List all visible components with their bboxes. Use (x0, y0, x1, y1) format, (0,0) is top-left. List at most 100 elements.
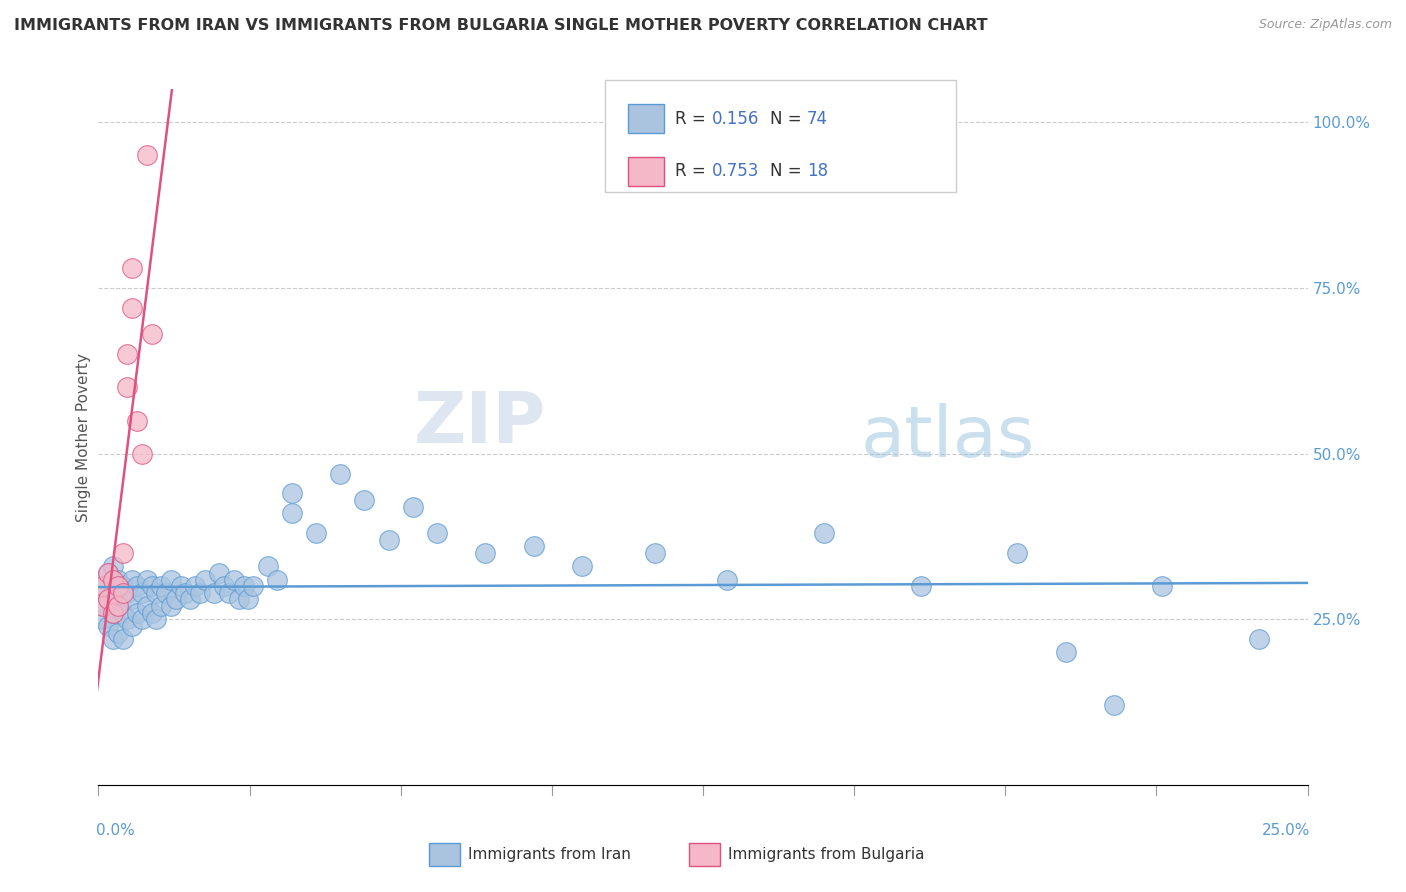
Text: R =: R = (675, 110, 711, 128)
Y-axis label: Single Mother Poverty: Single Mother Poverty (76, 352, 91, 522)
Point (188, 586, 211, 600)
Point (131, 447, 153, 461)
Point (107, 579, 129, 593)
Point (101, 573, 124, 587)
Point (145, 612, 167, 626)
Point (101, 606, 124, 620)
Point (107, 599, 129, 613)
Point (111, 546, 134, 560)
Point (281, 506, 304, 520)
Point (121, 573, 143, 587)
Text: 0.156: 0.156 (711, 110, 759, 128)
Point (91, 599, 114, 613)
Point (131, 612, 153, 626)
Point (1054, 645, 1077, 659)
Point (121, 592, 143, 607)
Point (218, 586, 240, 600)
Point (135, 148, 157, 162)
Text: 0.0%: 0.0% (96, 823, 135, 838)
Point (141, 579, 163, 593)
Point (194, 573, 217, 587)
Text: atlas: atlas (860, 402, 1035, 472)
Point (1102, 698, 1125, 713)
Point (155, 586, 177, 600)
Point (426, 526, 449, 541)
Point (127, 579, 149, 593)
Point (121, 619, 143, 633)
Point (184, 579, 207, 593)
Point (97, 592, 120, 607)
Point (97, 566, 120, 580)
Text: R =: R = (675, 162, 711, 180)
Point (145, 586, 167, 600)
Point (111, 606, 134, 620)
Text: 25.0%: 25.0% (1261, 823, 1310, 838)
Point (91, 599, 114, 613)
Point (101, 632, 124, 647)
Point (141, 327, 163, 342)
Point (97, 566, 120, 580)
Point (1152, 579, 1174, 593)
Point (160, 599, 183, 613)
Point (150, 579, 173, 593)
Point (169, 579, 191, 593)
Point (135, 573, 157, 587)
Point (353, 493, 375, 508)
Text: Immigrants from Iran: Immigrants from Iran (468, 847, 631, 862)
Point (101, 559, 124, 574)
Point (644, 546, 666, 560)
Point (141, 606, 163, 620)
Point (813, 526, 835, 541)
Point (204, 586, 226, 600)
Point (97, 619, 120, 633)
Point (305, 526, 328, 541)
Point (107, 625, 129, 640)
Point (329, 467, 352, 481)
Point (127, 606, 149, 620)
Point (165, 592, 187, 607)
Point (91, 579, 114, 593)
Text: IMMIGRANTS FROM IRAN VS IMMIGRANTS FROM BULGARIA SINGLE MOTHER POVERTY CORRELATI: IMMIGRANTS FROM IRAN VS IMMIGRANTS FROM … (14, 18, 987, 33)
Text: 18: 18 (807, 162, 828, 180)
Point (281, 486, 304, 500)
Text: N =: N = (770, 110, 807, 128)
Point (1249, 632, 1271, 647)
Point (111, 579, 134, 593)
Point (228, 592, 250, 607)
Point (571, 559, 593, 574)
Text: N =: N = (770, 162, 807, 180)
Point (910, 579, 932, 593)
Point (97, 592, 120, 607)
Point (179, 592, 201, 607)
Point (238, 592, 260, 607)
Point (160, 573, 183, 587)
Point (131, 586, 153, 600)
Text: ZIP: ZIP (413, 389, 546, 458)
Point (242, 579, 264, 593)
Point (127, 413, 149, 427)
Point (107, 573, 129, 587)
Point (107, 599, 129, 613)
Point (117, 586, 139, 600)
Point (474, 546, 496, 560)
Point (150, 599, 173, 613)
Point (208, 566, 231, 580)
Text: Source: ZipAtlas.com: Source: ZipAtlas.com (1258, 18, 1392, 31)
Point (91, 579, 114, 593)
Point (1007, 546, 1029, 560)
Point (222, 573, 245, 587)
Point (117, 380, 139, 394)
Point (101, 586, 124, 600)
Point (266, 573, 288, 587)
Point (256, 559, 278, 574)
Point (91, 612, 114, 626)
Point (716, 573, 738, 587)
Point (117, 612, 139, 626)
Point (101, 606, 124, 620)
Point (111, 632, 134, 647)
Text: 0.753: 0.753 (711, 162, 759, 180)
Point (523, 540, 546, 554)
Text: 74: 74 (807, 110, 828, 128)
Point (117, 347, 139, 361)
Point (232, 579, 254, 593)
